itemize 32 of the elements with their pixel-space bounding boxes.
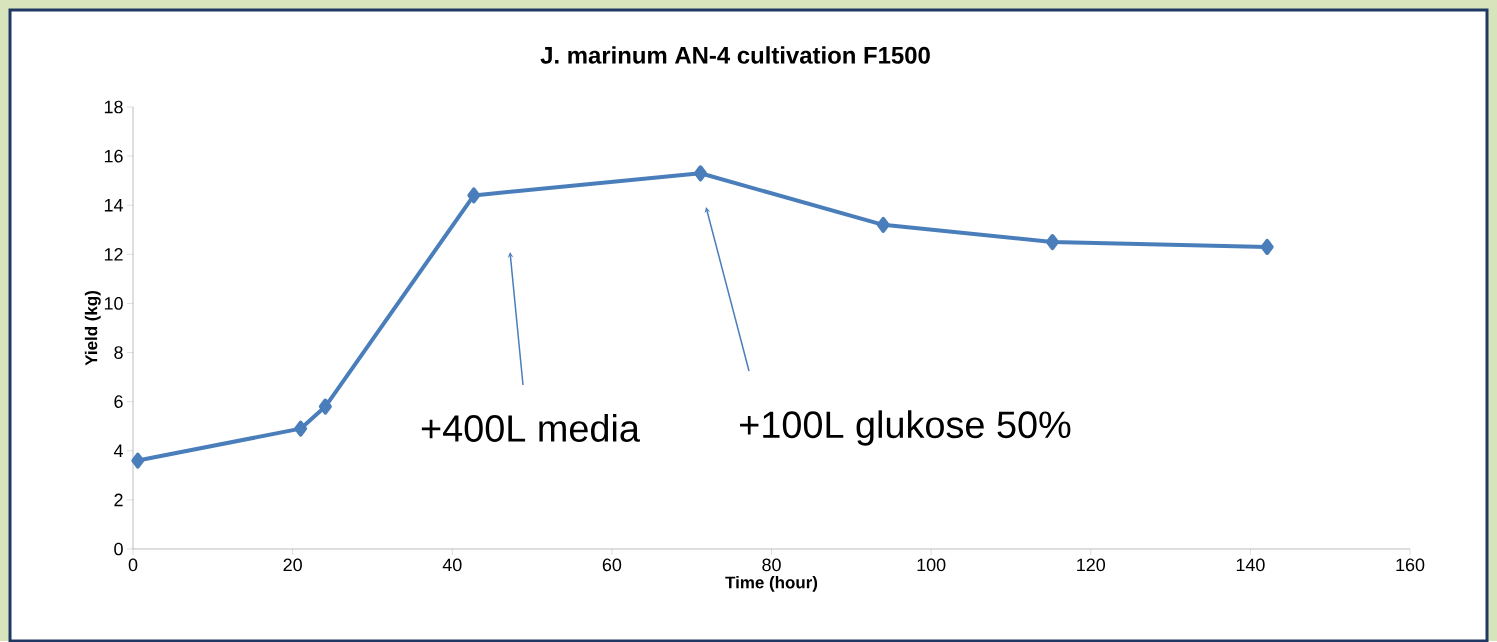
point — [318, 398, 332, 415]
y-tick-label: 2 — [114, 493, 123, 506]
point — [131, 452, 145, 469]
point — [467, 187, 481, 204]
point — [294, 420, 308, 437]
y-tick-label: 4 — [113, 444, 123, 457]
annotation: +100L glukose 50% — [740, 410, 1071, 446]
point — [1045, 233, 1059, 250]
y-tick-label: 6 — [114, 395, 123, 408]
x-tick-label: 160 — [1396, 558, 1425, 571]
y-tick-label: 18 — [104, 100, 123, 114]
point — [876, 216, 890, 233]
y-axis-title: Yield (kg) — [84, 290, 101, 366]
x-tick-label: 100 — [917, 558, 946, 571]
x-tick-label: 0 — [128, 558, 138, 571]
point — [1260, 238, 1274, 255]
chart-title: J. marinum AN-4 cultivation F1500 — [540, 45, 930, 64]
annotation: +400L media — [421, 413, 640, 442]
y-tick-label: 12 — [104, 247, 123, 261]
y-tick-label: 16 — [104, 149, 123, 163]
x-tick-label: 60 — [602, 558, 622, 571]
x-tick-label: 80 — [762, 558, 781, 571]
y-tick-label: 8 — [114, 345, 123, 359]
x-tick-label: 140 — [1236, 558, 1265, 571]
y-tick-label: 10 — [104, 296, 123, 310]
y-tick-label: 0 — [114, 542, 123, 556]
x-tick-label: 40 — [442, 558, 462, 571]
x-axis-title: Time (hour) — [725, 575, 818, 592]
point — [693, 165, 707, 182]
x-tick-label: 20 — [283, 558, 302, 571]
x-tick-label: 120 — [1077, 558, 1106, 571]
y-tick-label: 14 — [104, 198, 123, 212]
